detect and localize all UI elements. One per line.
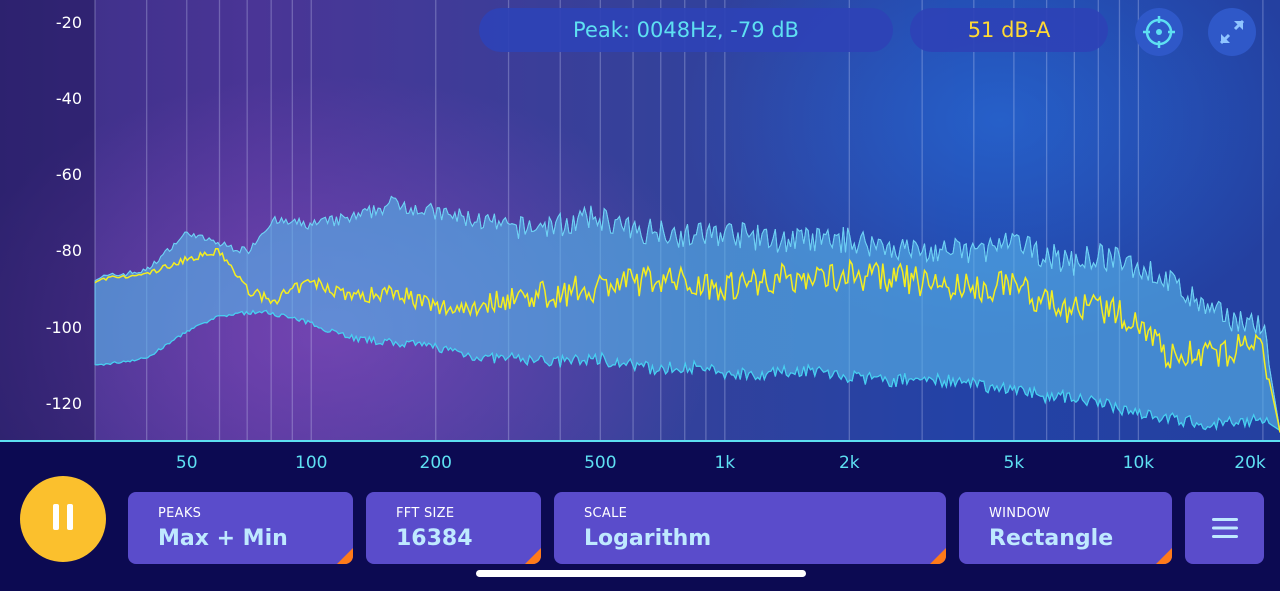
pause-button[interactable]	[20, 476, 106, 562]
y-tick-label: -80	[55, 241, 82, 261]
fft-size-control[interactable]: FFT SIZE 16384	[366, 492, 541, 564]
x-tick-label: 50	[175, 453, 198, 473]
hamburger-menu-icon	[1211, 518, 1238, 538]
scale-caption: SCALE	[584, 506, 628, 521]
x-tick-label: 500	[584, 453, 617, 473]
dropdown-corner-icon	[525, 548, 541, 564]
x-tick-label: 20k	[1234, 453, 1266, 473]
peaks-control[interactable]: PEAKS Max + Min	[128, 492, 353, 564]
expand-arrows-icon	[1219, 19, 1245, 45]
spectrum-areas	[94, 195, 1280, 433]
y-axis-gutter	[0, 0, 95, 442]
home-indicator	[476, 570, 806, 577]
scale-value: Logarithm	[584, 526, 712, 551]
pause-icon	[49, 504, 77, 534]
fft-size-caption: FFT SIZE	[396, 506, 455, 521]
x-tick-label: 1k	[714, 453, 736, 473]
peaks-caption: PEAKS	[158, 506, 202, 521]
scale-control[interactable]: SCALE Logarithm	[554, 492, 946, 564]
dropdown-corner-icon	[1156, 548, 1172, 564]
y-tick-label: -60	[55, 165, 82, 185]
expand-button[interactable]	[1208, 8, 1256, 56]
series-max-line	[94, 195, 1280, 431]
y-tick-label: -100	[45, 317, 82, 337]
window-control[interactable]: WINDOW Rectangle	[959, 492, 1172, 564]
crosshair-button[interactable]	[1135, 8, 1183, 56]
fft-size-value: 16384	[396, 526, 473, 551]
y-tick-label: -20	[55, 12, 82, 32]
spectrum-chart[interactable]	[0, 0, 1280, 442]
peak-readout[interactable]: Peak: 0048Hz, -79 dB	[479, 8, 893, 52]
x-tick-label: 2k	[838, 453, 860, 473]
y-tick-label: -40	[55, 89, 82, 109]
window-value: Rectangle	[989, 526, 1114, 551]
peaks-value: Max + Min	[158, 526, 288, 551]
level-readout[interactable]: 51 dB-A	[910, 8, 1108, 52]
window-caption: WINDOW	[989, 506, 1051, 521]
dropdown-corner-icon	[337, 548, 353, 564]
x-tick-label: 10k	[1122, 453, 1155, 473]
x-tick-label: 200	[419, 453, 452, 473]
crosshair-icon	[1143, 16, 1175, 48]
series-min-line	[94, 309, 1280, 432]
dropdown-corner-icon	[930, 548, 946, 564]
x-tick-label: 100	[295, 453, 328, 473]
y-tick-label: -120	[45, 393, 82, 413]
series-current-line	[94, 247, 1280, 433]
spectrum-plot[interactable]	[0, 0, 1280, 442]
x-tick-label: 5k	[1003, 453, 1025, 473]
menu-button[interactable]	[1185, 492, 1264, 564]
